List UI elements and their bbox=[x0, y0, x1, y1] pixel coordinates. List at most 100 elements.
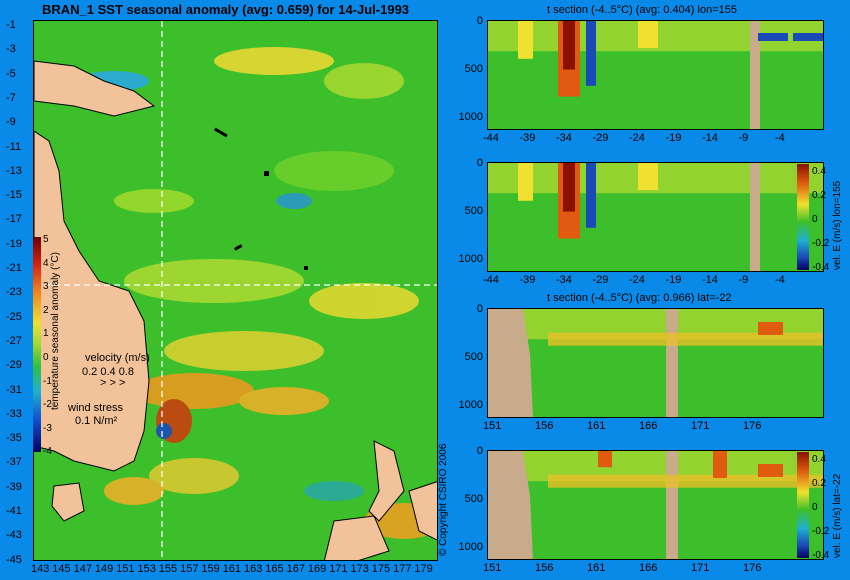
warm-core-center bbox=[563, 21, 575, 70]
new-zealand-south bbox=[323, 515, 390, 560]
islands bbox=[213, 127, 308, 270]
sst-map-svg bbox=[34, 21, 437, 560]
section-title: t section (-4..5°C) (avg: 0.404) lon=155 bbox=[547, 4, 737, 16]
map-colorbar-tick: 4 bbox=[43, 257, 49, 269]
lat-tick: -19 bbox=[6, 237, 22, 250]
section-y-tick: 0 bbox=[476, 303, 483, 315]
warm-patch bbox=[758, 321, 783, 335]
lon-tick: 165 bbox=[265, 563, 284, 575]
section-x-tick: 161 bbox=[587, 562, 606, 574]
land-strip bbox=[666, 309, 678, 417]
map-colorbar-tick: 1 bbox=[43, 328, 49, 340]
lat-tick: -35 bbox=[6, 432, 22, 445]
section-x-tick: 176 bbox=[743, 562, 762, 574]
lon-tick: 143 bbox=[31, 563, 50, 575]
lat-tick: -25 bbox=[6, 310, 22, 323]
section-colorbar bbox=[797, 452, 809, 558]
warm-patch bbox=[758, 463, 783, 477]
section-x-tick: -9 bbox=[738, 274, 749, 286]
section-x-tick: 151 bbox=[483, 562, 502, 574]
section-y-tick: 0 bbox=[476, 15, 483, 27]
yellow-band bbox=[638, 21, 658, 48]
section-x-tick: -39 bbox=[519, 274, 536, 286]
section-colorbar-tick: 0 bbox=[812, 214, 818, 225]
section-y-tick: 500 bbox=[464, 351, 483, 363]
lon-tick: 155 bbox=[158, 563, 178, 575]
section-x-tick: 166 bbox=[639, 420, 658, 432]
section-x-tick: -34 bbox=[556, 132, 572, 144]
lat-tick: -37 bbox=[6, 456, 22, 469]
section-colorbar bbox=[797, 164, 809, 270]
map-colorbar-tick: -3 bbox=[43, 422, 52, 434]
velocity-legend-values: 0.2 0.4 0.8 bbox=[82, 366, 134, 378]
warm-patch bbox=[598, 451, 612, 468]
copyright-text: © Copyright CSIRO 2006 bbox=[438, 443, 449, 556]
section-y-tick: 1000 bbox=[458, 541, 483, 553]
lon-tick: 151 bbox=[116, 563, 135, 575]
section-x-tick: -14 bbox=[702, 132, 718, 144]
section-x-tick: -24 bbox=[629, 132, 645, 144]
map-colorbar-tick: -1 bbox=[43, 375, 52, 387]
velocity-legend-title: velocity (m/s) bbox=[85, 352, 150, 364]
lon-tick: 157 bbox=[180, 563, 199, 575]
section-colorbar-tick: 0 bbox=[812, 502, 818, 513]
section-panel-2 bbox=[487, 308, 824, 418]
section-x-tick: -19 bbox=[665, 132, 682, 144]
cool-core bbox=[586, 21, 596, 86]
lat-tick: -5 bbox=[6, 67, 16, 80]
new-zealand-east bbox=[408, 481, 437, 541]
section-colorbar-label: vel. E (m/s) lat=-22 bbox=[832, 473, 843, 558]
lon-tick: 161 bbox=[222, 563, 242, 575]
lon-tick: 179 bbox=[414, 563, 433, 575]
section-x-tick: -9 bbox=[738, 132, 749, 144]
lon-tick: 177 bbox=[393, 563, 412, 575]
section-colorbar-tick: 0.2 bbox=[812, 478, 826, 489]
yellow-band bbox=[518, 163, 533, 201]
warm-patch bbox=[713, 451, 727, 478]
lon-tick: 145 bbox=[52, 563, 71, 575]
lat-tick: -21 bbox=[6, 262, 22, 274]
yellow-band bbox=[638, 163, 658, 190]
lat-tick: -11 bbox=[6, 140, 22, 153]
map-colorbar-tick: 3 bbox=[43, 281, 49, 293]
lat-tick: -13 bbox=[6, 164, 22, 177]
warm-band bbox=[548, 474, 823, 488]
section-x-tick: 166 bbox=[639, 562, 658, 574]
sst-map bbox=[33, 20, 438, 561]
section-colorbar-tick: 0.2 bbox=[812, 190, 826, 201]
section-x-tick: -24 bbox=[629, 274, 645, 286]
map-colorbar-tick: -2 bbox=[43, 399, 52, 411]
lat-tick: -9 bbox=[6, 116, 16, 129]
lon-tick: 153 bbox=[137, 563, 156, 575]
lon-tick: 169 bbox=[307, 563, 327, 575]
section-colorbar-label: vel. E (m/s) lon=155 bbox=[832, 180, 843, 270]
warm-core-center bbox=[563, 163, 575, 212]
lat-tick: -29 bbox=[6, 359, 22, 372]
land-strip bbox=[666, 451, 678, 559]
section-y-tick: 500 bbox=[464, 63, 483, 75]
section-x-tick: 176 bbox=[743, 420, 762, 432]
map-colorbar-tick: 2 bbox=[43, 304, 49, 316]
section-y-tick: 0 bbox=[476, 157, 483, 169]
section-y-tick: 1000 bbox=[458, 111, 483, 123]
section-colorbar-tick: -0.4 bbox=[812, 262, 830, 273]
lat-tick: -41 bbox=[6, 505, 22, 517]
new-guinea bbox=[34, 60, 156, 117]
new-zealand-north bbox=[368, 440, 405, 522]
lon-tick: 163 bbox=[244, 563, 263, 575]
section-plot-0 bbox=[488, 21, 823, 129]
section-plot-1 bbox=[488, 163, 823, 271]
lon-tick: 159 bbox=[201, 563, 220, 575]
section-x-tick: 156 bbox=[535, 562, 554, 574]
section-panel-3 bbox=[487, 450, 824, 560]
lon-tick: 175 bbox=[371, 563, 391, 575]
lat-tick: -27 bbox=[6, 334, 22, 347]
map-colorbar bbox=[33, 237, 41, 452]
lat-tick: -17 bbox=[6, 213, 22, 226]
map-colorbar-tick: 0 bbox=[43, 352, 49, 363]
lat-tick: -33 bbox=[6, 407, 22, 420]
section-colorbar-tick: -0.4 bbox=[812, 550, 830, 561]
section-x-tick: -44 bbox=[483, 274, 499, 286]
lat-tick: -23 bbox=[6, 286, 22, 299]
lat-tick: -15 bbox=[6, 189, 22, 202]
